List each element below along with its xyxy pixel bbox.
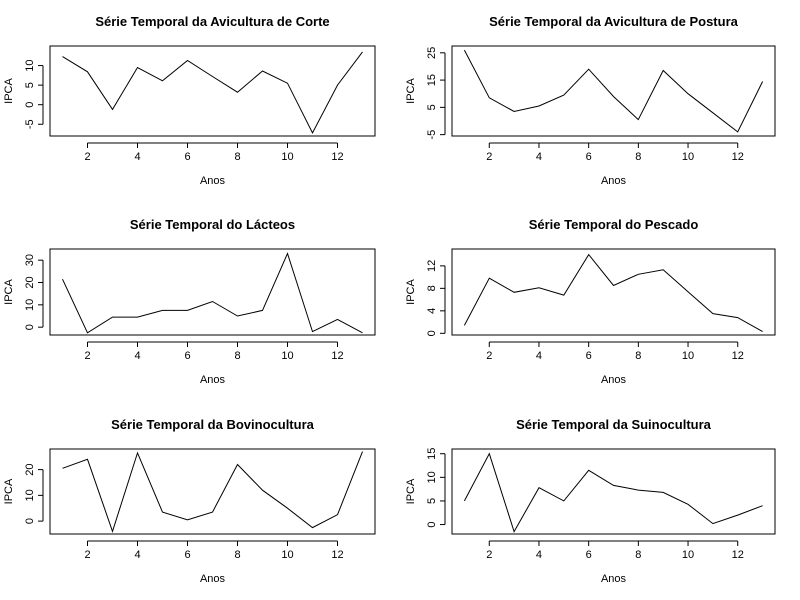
x-tick-label: 6 — [184, 350, 190, 362]
chart-title: Série Temporal da Avicultura de Postura — [489, 14, 739, 29]
y-tick-label: 4 — [426, 308, 438, 314]
chart-title: Série Temporal da Suinocultura — [516, 417, 712, 432]
y-tick-label: 0 — [24, 518, 36, 524]
chart-panel-serie-temporal-do-pescado: Série Temporal do Pescado 2 4 6 8 10 12 0 4 8 12 An… — [405, 217, 776, 386]
x-tick-label: 4 — [134, 151, 140, 163]
plot-frame — [451, 45, 776, 137]
x-tick-label: 12 — [732, 151, 744, 163]
y-tick-label: -5 — [426, 130, 438, 140]
x-tick-label: 4 — [536, 549, 542, 561]
chart-title: Série Temporal da Bovinocultura — [111, 417, 315, 432]
x-axis-label: Anos — [200, 374, 226, 386]
series-line — [62, 252, 363, 334]
x-tick-label: 6 — [184, 151, 190, 163]
x-axis-label: Anos — [601, 175, 627, 187]
chart-title: Série Temporal do Pescado — [529, 217, 699, 232]
y-tick-label: 5 — [426, 498, 438, 504]
y-tick-label: 10 — [24, 489, 36, 501]
y-tick-label: 10 — [24, 59, 36, 71]
y-tick-label: 10 — [24, 299, 36, 311]
y-axis-label: IPCA — [405, 279, 417, 305]
x-tick-label: 8 — [635, 549, 641, 561]
x-tick-label: 2 — [486, 350, 492, 362]
y-tick-label: 12 — [426, 260, 438, 272]
y-axis-label: IPCA — [3, 478, 15, 504]
x-tick-label: 12 — [331, 549, 343, 561]
plot-frame — [451, 448, 776, 535]
chart-panel-serie-temporal-da-bovinocultura: Série Temporal da Bovinocultura 2 4 6 8 10 12 0… — [3, 417, 376, 585]
x-tick-label: 8 — [635, 151, 641, 163]
y-axis-label: IPCA — [3, 279, 15, 305]
y-tick-label: 0 — [24, 102, 36, 108]
chart-panel-serie-temporal-da-suinocultura: Série Temporal da Suinocultura 2 4 6 8 10 12 0 5… — [405, 417, 776, 585]
y-tick-label: 15 — [426, 74, 438, 86]
x-tick-label: 6 — [586, 549, 592, 561]
y-tick-label: 15 — [426, 448, 438, 460]
x-tick-label: 6 — [586, 350, 592, 362]
x-tick-label: 4 — [134, 350, 140, 362]
x-tick-label: 8 — [234, 549, 240, 561]
x-tick-label: 2 — [84, 151, 90, 163]
y-tick-label: 20 — [24, 276, 36, 288]
series-line — [463, 49, 764, 133]
x-axis-label: Anos — [200, 175, 226, 187]
plot-frame — [49, 45, 376, 137]
x-tick-label: 12 — [732, 549, 744, 561]
series-line — [463, 452, 763, 533]
x-tick-label: 8 — [635, 350, 641, 362]
plot-frame — [49, 248, 376, 336]
y-tick-label: 8 — [426, 285, 438, 291]
y-axis-label: IPCA — [3, 78, 15, 104]
x-tick-label: 10 — [281, 350, 293, 362]
y-tick-label: 0 — [426, 330, 438, 336]
x-tick-label: 2 — [84, 350, 90, 362]
x-tick-label: 12 — [331, 151, 343, 163]
x-tick-label: 8 — [234, 350, 240, 362]
x-axis-label: Anos — [200, 573, 226, 585]
chart-panel-serie-temporal-do-lacteos: Série Temporal do Lácteos 2 4 6 8 10 12 0 10 20 30… — [3, 217, 376, 386]
y-axis-label: IPCA — [405, 478, 417, 504]
x-tick-label: 10 — [682, 350, 694, 362]
x-tick-label: 6 — [586, 151, 592, 163]
y-tick-label: -5 — [24, 119, 36, 129]
x-axis-label: Anos — [601, 573, 627, 585]
y-tick-label: 5 — [24, 82, 36, 88]
series-line — [62, 51, 363, 134]
x-tick-label: 12 — [732, 350, 744, 362]
x-tick-label: 2 — [486, 549, 492, 561]
chart-title: Série Temporal do Lácteos — [130, 217, 295, 232]
chart-title: Série Temporal da Avicultura de Corte — [95, 14, 329, 29]
y-axis-label: IPCA — [405, 78, 417, 104]
chart-panel-serie-temporal-da-avicultura-de-corte: Série Temporal da Avicultura de Corte 2 4 6… — [3, 14, 376, 187]
x-tick-label: 4 — [134, 549, 140, 561]
x-tick-label: 10 — [682, 549, 694, 561]
plot-frame — [49, 448, 376, 535]
y-tick-label: 20 — [24, 463, 36, 475]
x-tick-label: 2 — [486, 151, 492, 163]
y-tick-label: 5 — [426, 104, 438, 110]
y-tick-label: 0 — [426, 521, 438, 527]
plot-frame — [451, 248, 776, 336]
x-tick-label: 10 — [682, 151, 694, 163]
x-tick-label: 10 — [281, 549, 293, 561]
x-tick-label: 10 — [281, 151, 293, 163]
y-tick-label: 10 — [426, 471, 438, 483]
y-tick-label: 30 — [24, 254, 36, 266]
series-line — [62, 451, 363, 533]
x-tick-label: 4 — [536, 151, 542, 163]
x-tick-label: 12 — [331, 350, 343, 362]
x-tick-label: 2 — [84, 549, 90, 561]
x-tick-label: 4 — [536, 350, 542, 362]
y-tick-label: 0 — [24, 324, 36, 330]
x-axis-label: Anos — [601, 374, 627, 386]
x-tick-label: 8 — [234, 151, 240, 163]
x-tick-label: 6 — [184, 549, 190, 561]
series-line — [463, 253, 763, 333]
chart-panel-serie-temporal-da-avicultura-de-postura: Série Temporal da Avicultura de Postura 2… — [405, 14, 776, 187]
y-tick-label: 25 — [426, 47, 438, 59]
